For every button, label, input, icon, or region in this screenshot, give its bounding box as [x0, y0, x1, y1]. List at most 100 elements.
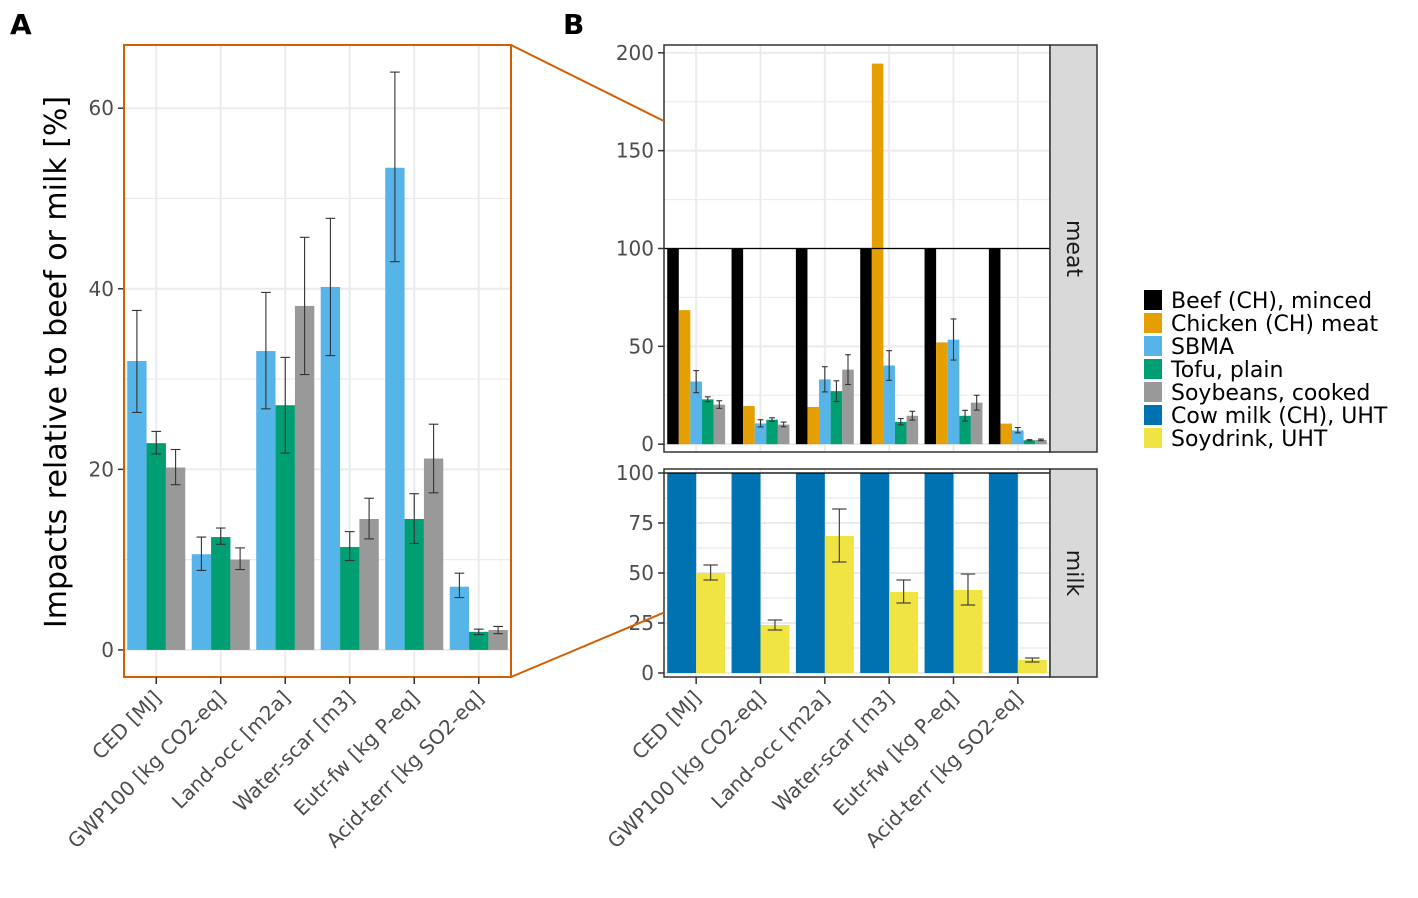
legend-swatch [1144, 290, 1162, 310]
bar-tofu-plain-land-occ-m2a [830, 391, 843, 445]
bar-sbma-eutr-fw-kg-p-eq [947, 339, 960, 445]
bar-beef-ch-minced-water-scar-m3 [860, 248, 872, 445]
bar-tofu-plain-gwp100-kg-co2-eq [211, 537, 231, 650]
bar-sbma-water-scar-m3 [883, 365, 895, 445]
x-tick-label-water-scar-m3: Water-scar [m3] [768, 686, 899, 817]
bar-sbma-eutr-fw-kg-p-eq [385, 167, 405, 650]
panel-b-milk-plot: 0255075100CED [MJ]GWP100 [kg CO2-eq]Land… [603, 461, 1098, 853]
bar-sbma-water-scar-m3 [320, 286, 341, 650]
bar-chicken-ch-meat-gwp100-kg-co2-eq [743, 406, 755, 445]
y-tick-label: 60 [89, 96, 114, 120]
error-bar-sbma-land-occ-m2a [821, 366, 828, 393]
error-bar-soybeans-cooked-water-scar-m3 [909, 410, 916, 421]
bar-cow-milk-ch-uht-land-occ-m2a [795, 473, 825, 673]
panel-b-letter: B [563, 8, 584, 41]
legend-item-tofu-plain: Tofu, plain [1144, 358, 1283, 383]
bar-soybeans-cooked-eutr-fw-kg-p-eq [970, 402, 983, 445]
error-bar-tofu-plain-eutr-fw-kg-p-eq [409, 493, 420, 544]
error-bar-tofu-plain-water-scar-m3 [344, 531, 355, 562]
bar-soybeans-cooked-gwp100-kg-co2-eq [230, 559, 250, 650]
error-bar-soydrink-uht-water-scar-m3 [896, 579, 911, 604]
error-bar-soydrink-uht-ced-mj [703, 564, 718, 581]
legend-label: Beef (CH), minced [1171, 289, 1372, 314]
panel-b-meat-plot: 0 50 100 150 200 meat [616, 41, 1098, 456]
error-bar-tofu-plain-water-scar-m3 [897, 417, 904, 426]
error-bar-soybeans-cooked-eutr-fw-kg-p-eq [428, 423, 439, 494]
error-bar-soybeans-cooked-land-occ-m2a [845, 354, 851, 386]
y-tick-label: 75 [629, 511, 654, 535]
error-bar-soybeans-cooked-ced-mj [170, 448, 181, 486]
bar-cow-milk-ch-uht-gwp100-kg-co2-eq [731, 473, 761, 673]
bar-tofu-plain-water-scar-m3 [894, 421, 907, 445]
y-tick-label: 0 [641, 661, 654, 685]
facet-strip-label-milk: milk [1061, 550, 1086, 597]
legend-swatch [1144, 428, 1162, 448]
error-bar-soybeans-cooked-gwp100-kg-co2-eq [780, 421, 787, 428]
bar-soybeans-cooked-water-scar-m3 [906, 415, 919, 445]
error-bar-sbma-land-occ-m2a [261, 291, 271, 410]
zoom-line-bottom [510, 611, 665, 678]
legend-label: Tofu, plain [1170, 358, 1283, 383]
error-bar-soydrink-uht-acid-terr-kg-so2-eq [1025, 657, 1040, 663]
error-bar-soydrink-uht-gwp100-kg-co2-eq [767, 619, 783, 631]
bar-soybeans-cooked-acid-terr-kg-so2-eq [1035, 439, 1047, 445]
error-bar-soydrink-uht-eutr-fw-kg-p-eq [960, 573, 976, 606]
error-bar-sbma-eutr-fw-kg-p-eq [390, 71, 400, 263]
error-bar-soybeans-cooked-land-occ-m2a [299, 236, 310, 376]
error-bar-sbma-ced-mj [693, 370, 700, 394]
error-bar-sbma-gwp100-kg-co2-eq [196, 536, 207, 572]
bar-soydrink-uht-ced-mj [696, 573, 726, 673]
bar-tofu-plain-ced-mj [146, 443, 166, 650]
error-bar-soybeans-cooked-gwp100-kg-co2-eq [235, 547, 245, 571]
bar-sbma-acid-terr-kg-so2-eq [449, 586, 470, 650]
bar-cow-milk-ch-uht-water-scar-m3 [860, 473, 890, 673]
legend-item-cow-milk-ch-uht: Cow milk (CH), UHT [1144, 404, 1388, 429]
error-bar-sbma-ced-mj [132, 309, 142, 414]
bar-sbma-ced-mj [127, 361, 147, 650]
y-tick-label: 40 [89, 277, 114, 301]
bar-sbma-gwp100-kg-co2-eq [754, 423, 767, 445]
legend-item-sbma: SBMA [1144, 335, 1234, 360]
x-tick-label-land-occ-m2a: Land-occ [m2a] [706, 686, 834, 814]
bar-beef-ch-minced-eutr-fw-kg-p-eq [924, 248, 937, 445]
error-bar-soydrink-uht-land-occ-m2a [832, 508, 847, 563]
y-tick-label: 200 [616, 41, 654, 65]
error-bar-sbma-gwp100-kg-co2-eq [757, 419, 764, 428]
bar-sbma-acid-terr-kg-so2-eq [1012, 430, 1024, 445]
legend-item-beef-ch-minced: Beef (CH), minced [1144, 289, 1372, 314]
y-tick-label: 0 [101, 638, 114, 662]
bar-chicken-ch-meat-eutr-fw-kg-p-eq [936, 342, 948, 445]
y-tick-label: 100 [616, 237, 654, 261]
x-tick-label-land-occ-m2a: Land-occ [m2a] [167, 686, 295, 814]
bar-beef-ch-minced-acid-terr-kg-so2-eq [988, 248, 1001, 445]
bar-chicken-ch-meat-ced-mj [678, 310, 691, 445]
legend-item-soybeans-cooked: Soybeans, cooked [1144, 381, 1370, 406]
legend-swatch [1144, 336, 1162, 356]
y-tick-label: 0 [641, 432, 654, 456]
error-bar-tofu-plain-acid-terr-kg-so2-eq [1026, 439, 1033, 442]
bar-soydrink-uht-water-scar-m3 [889, 592, 919, 673]
bar-sbma-land-occ-m2a [256, 351, 276, 650]
error-bar-soybeans-cooked-ced-mj [716, 400, 723, 409]
error-bar-sbma-water-scar-m3 [886, 350, 893, 381]
zoom-connector-lines [510, 44, 665, 678]
bar-soybeans-cooked-eutr-fw-kg-p-eq [423, 458, 444, 650]
y-tick-label: 50 [629, 561, 654, 585]
error-bar-tofu-plain-ced-mj [151, 430, 162, 455]
error-bar-soybeans-cooked-water-scar-m3 [364, 497, 374, 540]
error-bar-tofu-plain-gwp100-kg-co2-eq [215, 527, 226, 545]
bar-sbma-land-occ-m2a [819, 379, 831, 445]
error-bar-soybeans-cooked-acid-terr-kg-so2-eq [493, 625, 503, 635]
error-bar-tofu-plain-acid-terr-kg-so2-eq [473, 628, 484, 636]
bar-tofu-plain-acid-terr-kg-so2-eq [469, 631, 489, 650]
y-tick-label: 50 [629, 334, 654, 358]
error-bar-tofu-plain-ced-mj [704, 396, 711, 403]
error-bar-tofu-plain-gwp100-kg-co2-eq [769, 417, 775, 422]
bar-soybeans-cooked-gwp100-kg-co2-eq [777, 424, 790, 445]
bar-tofu-plain-gwp100-kg-co2-eq [766, 419, 778, 445]
error-bar-sbma-eutr-fw-kg-p-eq [950, 318, 957, 361]
bar-tofu-plain-land-occ-m2a [275, 405, 295, 650]
bar-cow-milk-ch-uht-ced-mj [667, 473, 697, 673]
